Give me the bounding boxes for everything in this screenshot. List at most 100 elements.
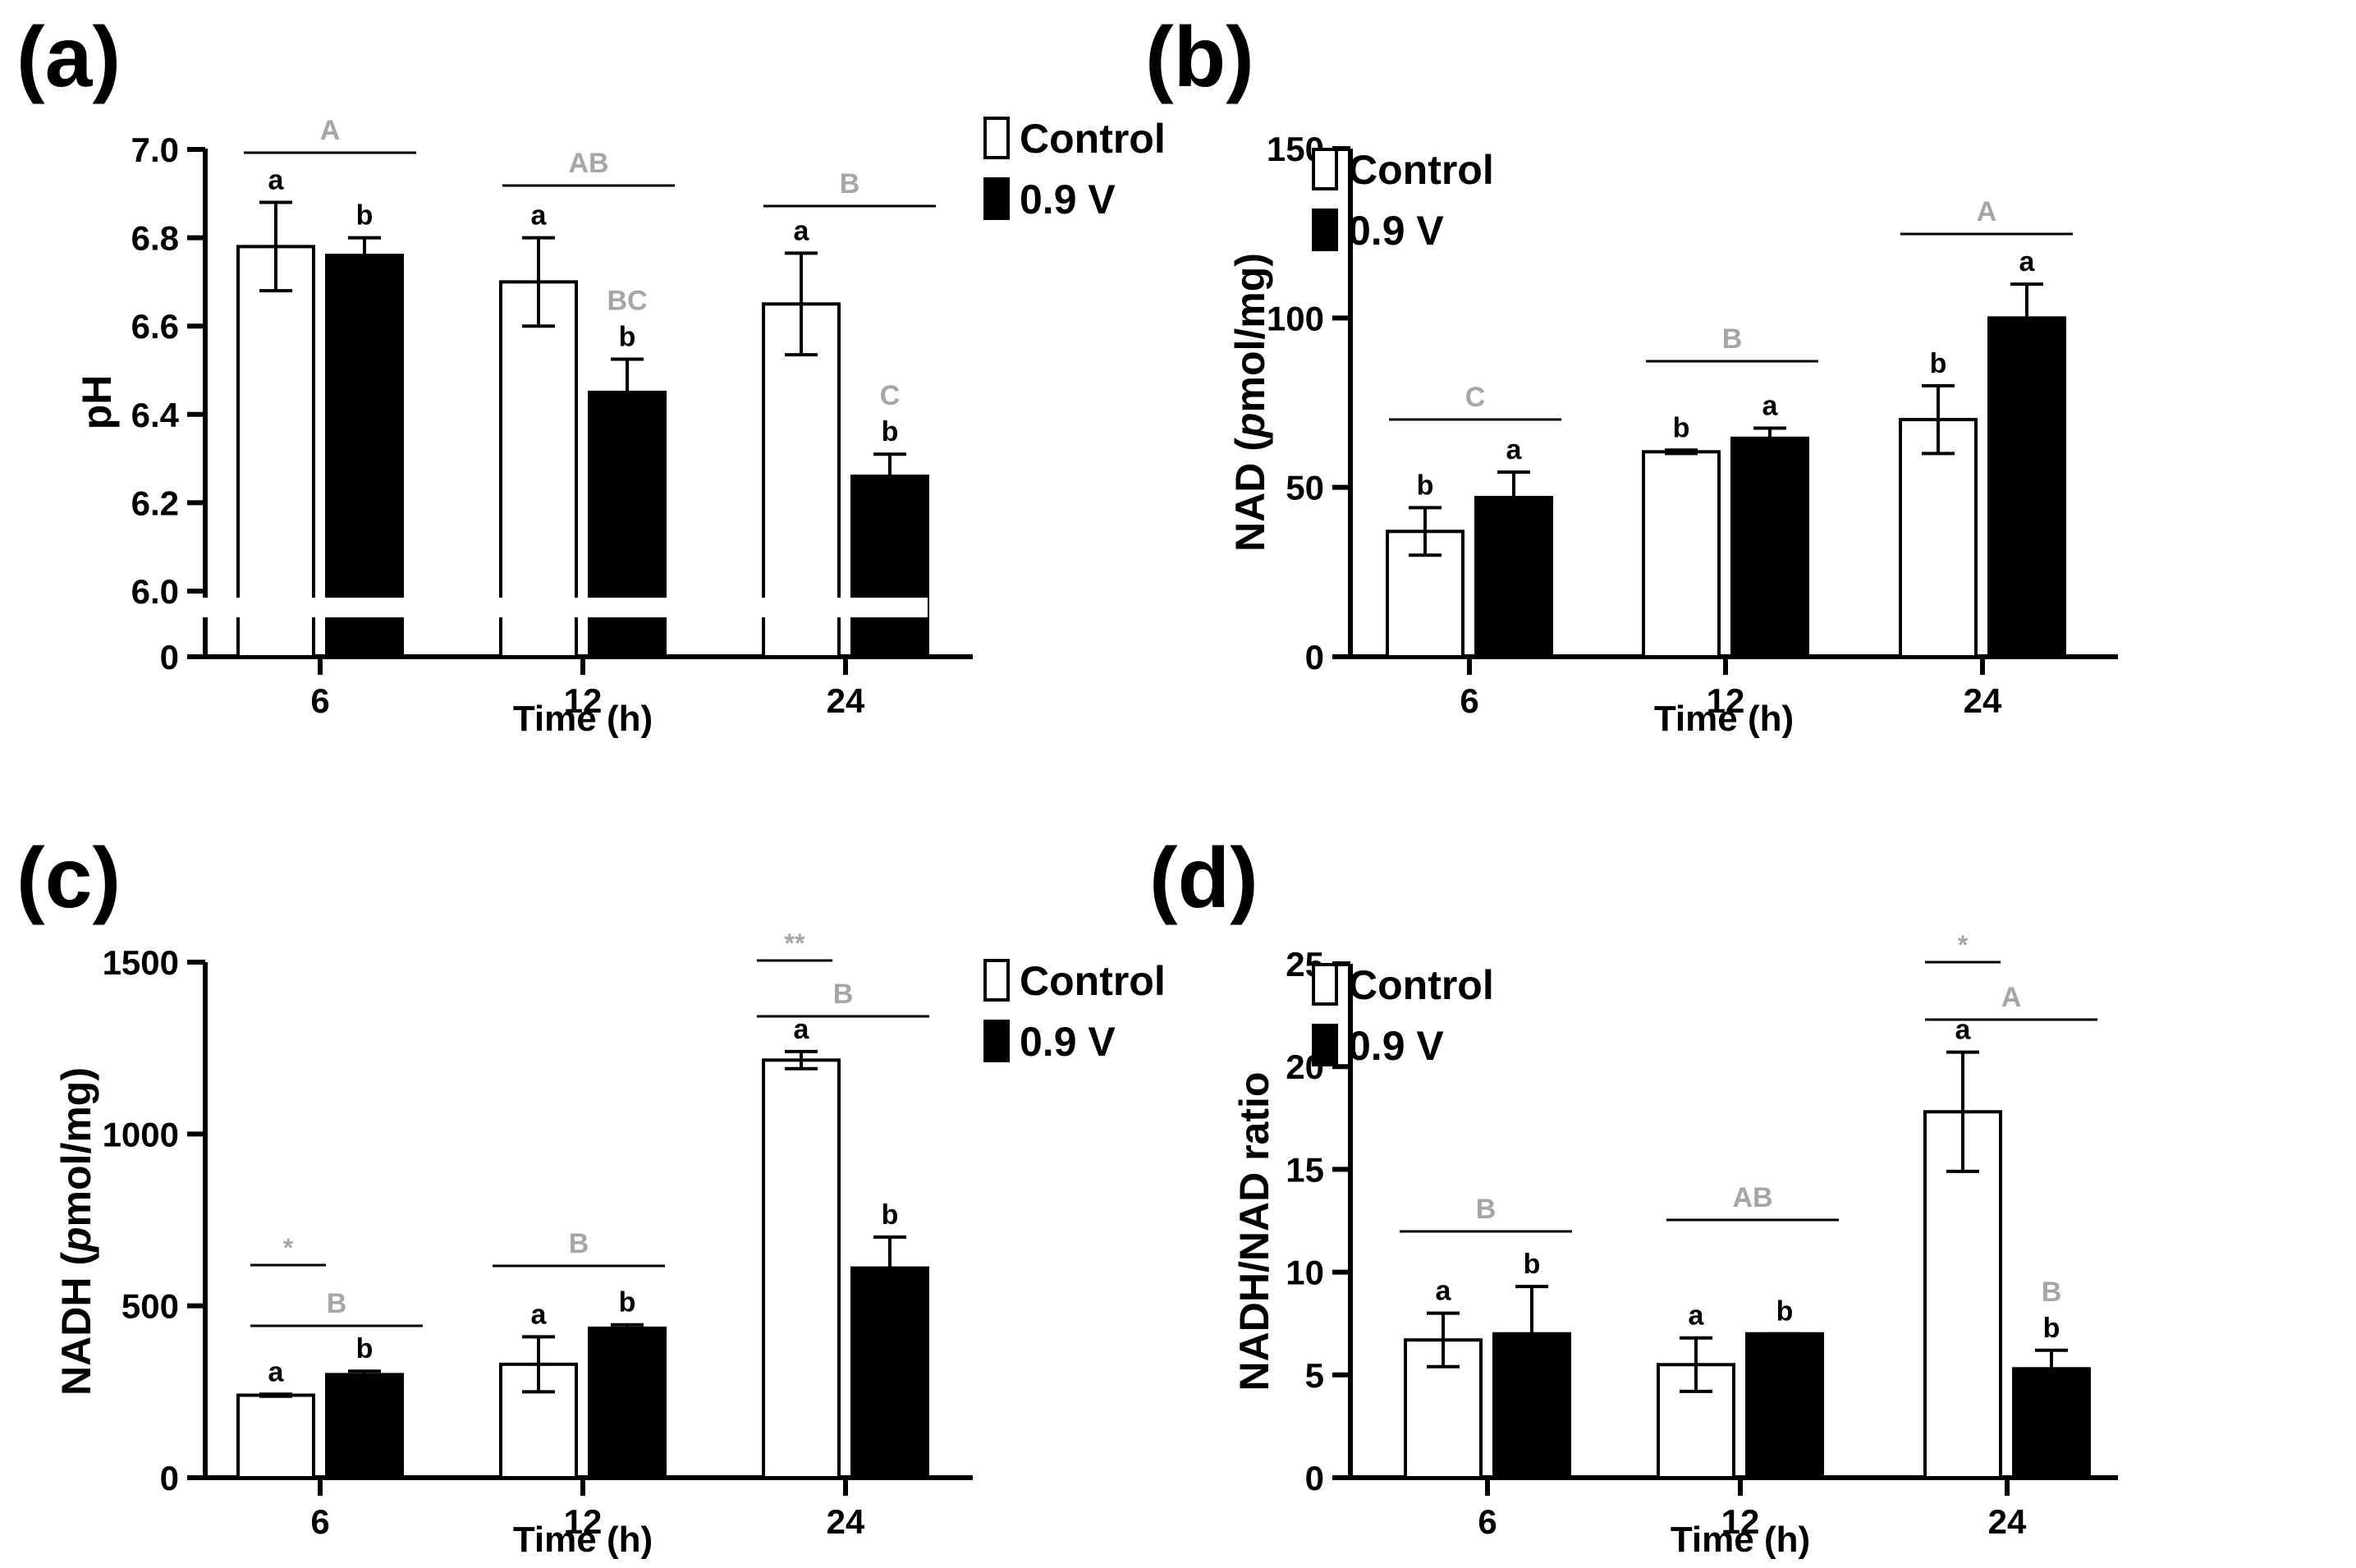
group-letter: B: [840, 168, 860, 199]
y-axis-title: pH: [74, 375, 120, 430]
legend-label: 0.9 V: [1348, 1023, 1444, 1069]
y-tick-label: 100: [1267, 299, 1324, 337]
y-tick-label: 6.6: [131, 307, 179, 346]
significance-stars: *: [283, 1233, 294, 1263]
group-letter: AB: [568, 148, 608, 179]
bar-letter: b: [1930, 348, 1947, 379]
x-axis-title: Time (h): [1654, 699, 1794, 739]
bar-voltage: [325, 254, 404, 658]
x-tick-label: 12: [1707, 681, 1745, 720]
bar-control: [1899, 418, 1978, 658]
bar-letter: a: [794, 1014, 810, 1045]
bar-control: [1404, 1338, 1483, 1480]
y-tick-label: 500: [121, 1287, 179, 1326]
chart-panel-a: (a) 7.0 6.8 6.6 6.4 6.2 6.0 0 6 12 24 Time (h) pH a a a…: [16, 10, 1166, 739]
x-tick-label: 6: [1478, 1502, 1497, 1541]
x-tick-label: 12: [1721, 1502, 1760, 1541]
legend-swatch-control: [983, 117, 1010, 159]
bar-voltage: [588, 1326, 667, 1479]
y-tick-label: 1500: [103, 943, 179, 982]
bar-letter: a: [531, 1299, 548, 1330]
legend-label: Control: [1348, 962, 1494, 1008]
bar-letter: b: [356, 200, 374, 232]
y-tick-label: 0: [160, 1459, 179, 1497]
legend-label: Control: [1020, 116, 1166, 162]
bar-letter: b: [1524, 1249, 1541, 1280]
x-axis-title: Time (h): [1671, 1520, 1810, 1560]
group-letter: B: [569, 1228, 589, 1259]
bar-letter: a: [1689, 1300, 1705, 1332]
bar-letter: b: [2043, 1313, 2060, 1344]
y-axis-title-part: NADH (: [53, 1252, 99, 1396]
legend-label: 0.9 V: [1020, 1019, 1116, 1065]
legend-swatch-voltage: [983, 1020, 1010, 1062]
group-letter: B: [1722, 323, 1743, 355]
bar-upper-letter: BC: [607, 286, 647, 317]
group-letter: B: [833, 979, 854, 1010]
x-tick-label: 24: [827, 681, 865, 720]
legend-label: 0.9 V: [1020, 177, 1116, 222]
bar-letter: a: [268, 1356, 285, 1387]
y-tick-label: 7.0: [131, 131, 179, 169]
legend-swatch-voltage: [983, 177, 1010, 220]
bar-letter: a: [531, 200, 548, 232]
bar-letter: a: [1506, 434, 1523, 465]
bar-voltage: [850, 1266, 929, 1479]
bar-voltage: [1492, 1332, 1571, 1479]
legend-swatch-control: [983, 959, 1010, 1002]
bar-upper-letter: C: [880, 380, 901, 411]
axis-break-gap: [189, 598, 928, 617]
y-tick-label: 0: [160, 638, 179, 676]
panel-label: (a): [16, 10, 121, 105]
legend-label: Control: [1348, 147, 1494, 193]
y-axis-title-part: NAD (: [1227, 438, 1273, 552]
significance-stars: *: [1958, 930, 1969, 960]
bar-control: [762, 1058, 841, 1479]
bar-letter: b: [1673, 412, 1690, 443]
bar-control: [236, 245, 315, 658]
y-axis-title: NADH/NAD ratio: [1231, 1072, 1277, 1391]
y-tick-label: 6.4: [131, 396, 180, 434]
bar-voltage: [1474, 496, 1553, 659]
bar-voltage: [2012, 1367, 2091, 1479]
bar-letter: a: [794, 215, 810, 246]
bar-letter: a: [1762, 390, 1779, 421]
legend-label: 0.9 V: [1348, 208, 1444, 254]
bar-voltage: [850, 475, 929, 658]
x-axis-title: Time (h): [513, 699, 653, 739]
bar-voltage: [1987, 316, 2066, 658]
group-letter: A: [1977, 196, 1997, 227]
bar-control: [1642, 450, 1721, 658]
y-tick-label: 1000: [103, 1115, 179, 1153]
y-axis-title-part: mol/mg): [1227, 253, 1273, 412]
x-axis-title: Time (h): [513, 1520, 653, 1560]
chart-panel-c: (c) 0 500 1000 1500 6 12 24 Time (h) NADH (pmol/m…: [16, 831, 1166, 1560]
x-tick-label: 6: [310, 681, 329, 720]
y-axis-title-part: mol/mg): [53, 1067, 99, 1226]
y-tick-label: 15: [1286, 1150, 1324, 1189]
bar-voltage: [1730, 436, 1809, 659]
x-tick-label: 24: [1988, 1502, 2027, 1541]
y-tick-label: 50: [1286, 469, 1324, 507]
x-tick-label: 12: [564, 1502, 603, 1541]
x-tick-label: 6: [1460, 681, 1478, 720]
bar-voltage: [1745, 1332, 1824, 1479]
y-axis-title-part: p: [53, 1226, 99, 1254]
bar-letter: b: [356, 1333, 374, 1364]
bar-letter: a: [1955, 1015, 1972, 1046]
y-axis-title-part: p: [1227, 413, 1273, 440]
x-tick-label: 24: [827, 1502, 865, 1541]
bar-control: [1657, 1363, 1735, 1480]
y-tick-label: 0: [1305, 1459, 1324, 1497]
bar-letter: a: [1436, 1276, 1452, 1307]
group-letter: C: [1465, 382, 1486, 413]
y-tick-label: 0: [1305, 638, 1324, 676]
group-letter: B: [327, 1288, 347, 1319]
bar-letter: a: [268, 165, 285, 196]
legend-label: Control: [1020, 958, 1166, 1004]
legend-swatch-control: [1312, 963, 1338, 1006]
bar-letter: b: [882, 1199, 899, 1231]
x-tick-label: 24: [1964, 681, 2002, 720]
